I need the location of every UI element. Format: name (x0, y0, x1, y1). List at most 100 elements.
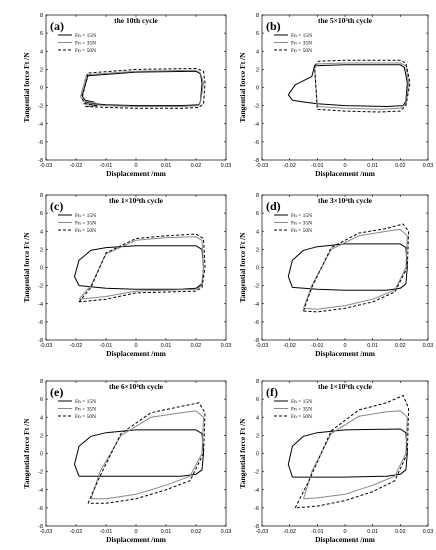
legend-label: Fn = 50N (291, 48, 312, 54)
y-tick-label: -2 (38, 104, 43, 110)
y-tick-label: -6 (38, 506, 43, 512)
series-line-2 (314, 62, 410, 110)
y-tick-label: -4 (38, 488, 43, 494)
legend-label: Fn = 35N (291, 221, 312, 227)
x-tick-label: 0.03 (221, 529, 232, 535)
x-tick-label: 0 (134, 529, 137, 535)
y-tick-label: 6 (40, 31, 43, 37)
y-tick-label: -2 (254, 284, 259, 290)
chart-panel-4: the 3×10⁴th cycle (d) -0.03 -0.02 -0.01 0 0.01… (238, 193, 433, 358)
legend-label: Fn = 35N (291, 41, 312, 47)
x-tick-label: -0.01 (311, 529, 324, 535)
y-axis-label: Tangential force Ft /N (22, 52, 31, 123)
x-tick-label: -0.03 (40, 163, 53, 169)
y-tick-label: 4 (40, 49, 43, 55)
y-tick-label: -4 (254, 302, 259, 308)
y-tick-label: 2 (40, 67, 43, 73)
x-axis-label: Displacement /mm (315, 349, 376, 358)
x-tick-label: -0.02 (283, 343, 296, 349)
x-tick-label: 0.02 (191, 529, 202, 535)
x-tick-label: 0.02 (191, 343, 202, 349)
x-tick-label: 0.03 (423, 343, 434, 349)
x-tick-label: 0 (343, 163, 346, 169)
plot-frame (261, 194, 429, 341)
x-tick-label: 0.03 (221, 163, 232, 169)
chart-panel-3: the 1×10⁴th cycle (c) -0.03 -0.02 -0.01 0 0.01… (22, 193, 231, 358)
chart-title: the 10th cycle (114, 16, 158, 25)
legend-label: Fn = 50N (75, 228, 96, 234)
legend-label: Fn = 35N (75, 407, 96, 413)
y-tick-label: -2 (38, 284, 43, 290)
x-tick-label: -0.03 (256, 529, 269, 535)
y-tick-label: -6 (254, 320, 259, 326)
y-tick-label: 4 (256, 415, 259, 421)
y-tick-label: 8 (40, 193, 43, 199)
x-tick-label: 0.03 (221, 343, 232, 349)
panel-label: (c) (50, 199, 63, 213)
y-tick-label: 8 (256, 13, 259, 19)
y-tick-label: 6 (40, 397, 43, 403)
x-tick-label: 0.01 (161, 163, 172, 169)
x-tick-label: -0.01 (100, 163, 113, 169)
series-line-2 (303, 228, 408, 310)
series-line-1 (81, 70, 203, 107)
y-axis-label: Tangential force Ft /N (22, 232, 31, 303)
x-tick-label: 0.02 (191, 163, 202, 169)
series-line-3 (314, 59, 411, 113)
chart-panel-5: the 6×10⁴th cycle (e) -0.03 -0.02 -0.01 0 0.01… (22, 379, 231, 544)
series-line-1 (287, 243, 408, 291)
y-tick-label: -6 (38, 140, 43, 146)
x-tick-label: 0.03 (423, 163, 434, 169)
y-tick-label: 2 (40, 433, 43, 439)
legend-label: Fn = 15N (75, 213, 96, 219)
y-tick-label: 4 (40, 415, 43, 421)
x-axis-label: Displacement /mm (106, 169, 167, 178)
y-tick-label: -2 (254, 470, 259, 476)
panel-label: (f) (266, 385, 278, 399)
y-tick-label: -8 (38, 338, 43, 344)
x-axis-label: Displacement /mm (106, 349, 167, 358)
x-tick-label: -0.02 (70, 529, 83, 535)
y-tick-label: 6 (256, 211, 259, 217)
y-tick-label: 0 (256, 452, 259, 458)
x-tick-label: 0.01 (367, 163, 378, 169)
legend-label: Fn = 15N (291, 399, 312, 405)
x-tick-label: -0.03 (40, 343, 53, 349)
series-line-2 (303, 410, 408, 500)
series-line-3 (87, 402, 206, 504)
series-line-2 (80, 69, 204, 107)
chart-title: the 6×10⁴th cycle (109, 382, 164, 391)
y-tick-label: -6 (254, 506, 259, 512)
legend-label: Fn = 15N (75, 399, 96, 405)
series-line-2 (90, 410, 204, 500)
y-tick-label: 4 (256, 229, 259, 235)
y-tick-label: 6 (256, 397, 259, 403)
chart-panel-6: the 1×10⁵th cycle (f) -0.03 -0.02 -0.01 0 0.01… (238, 379, 433, 544)
series-line-1 (74, 245, 204, 290)
series-line-3 (81, 68, 206, 109)
y-tick-label: -6 (38, 320, 43, 326)
y-tick-label: 0 (256, 266, 259, 272)
y-tick-label: 8 (256, 193, 259, 199)
panel-label: (e) (50, 385, 63, 399)
x-tick-label: 0 (134, 343, 137, 349)
panel-label: (a) (50, 19, 64, 33)
y-tick-label: -4 (254, 488, 259, 494)
y-axis-label: Tangential force Ft /N (238, 418, 247, 489)
y-tick-label: 6 (256, 31, 259, 37)
legend-label: Fn = 50N (75, 414, 96, 420)
x-tick-label: 0 (343, 529, 346, 535)
y-tick-label: 0 (40, 266, 43, 272)
series-line-3 (78, 233, 206, 303)
y-tick-label: -2 (254, 104, 259, 110)
y-tick-label: -8 (254, 338, 259, 344)
y-axis-label: Tangential force Ft /N (238, 232, 247, 303)
series-line-3 (294, 395, 410, 509)
legend-label: Fn = 15N (291, 33, 312, 39)
chart-panel-1: the 10th cycle (a) -0.03 -0.02 -0.01 0 0.01 0.0… (22, 13, 231, 178)
chart-title: the 1×10⁴th cycle (109, 196, 164, 205)
series-line-1 (74, 429, 204, 477)
x-tick-label: 0.01 (161, 529, 172, 535)
x-tick-label: -0.02 (283, 163, 296, 169)
plot-frame (261, 380, 429, 527)
